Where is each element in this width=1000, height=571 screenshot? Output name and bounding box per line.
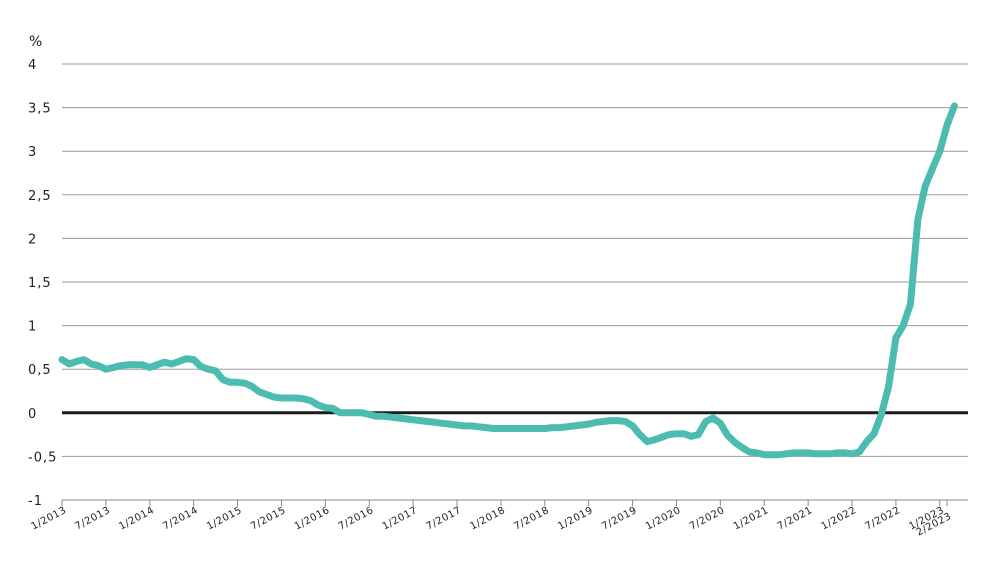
x-tick-label: 7/2021 bbox=[776, 505, 815, 533]
x-tick-label: 7/2015 bbox=[249, 505, 288, 533]
x-tick-label: 1/2016 bbox=[293, 505, 332, 533]
y-tick-label: 0,5 bbox=[28, 363, 52, 378]
x-tick-label: 1/2018 bbox=[468, 505, 507, 533]
x-tick-label: 1/2017 bbox=[381, 505, 420, 533]
y-tick-label: 2,5 bbox=[28, 189, 52, 204]
x-tick-label: 1/2022 bbox=[820, 505, 859, 533]
x-tick-label: 1/2019 bbox=[556, 505, 595, 533]
series-line bbox=[58, 102, 958, 459]
y-axis-unit-label: % bbox=[29, 34, 42, 50]
x-axis: 1/2013 7/2013 1/2014 7/2014 1/2015 7/2015 1/20… bbox=[30, 499, 968, 539]
y-tick-label: 1 bbox=[28, 320, 37, 335]
y-axis-tick-labels: -1 -0,5 0 0,5 1 1,5 2 2,5 3 3,5 4 bbox=[28, 58, 57, 509]
x-tick-label: 1/2021 bbox=[732, 505, 771, 533]
x-tick-label: 7/2022 bbox=[863, 505, 902, 533]
x-tick-label: 1/2014 bbox=[117, 505, 156, 533]
gridlines bbox=[62, 63, 968, 457]
y-tick-label: 0 bbox=[28, 407, 37, 422]
y-tick-label: 3,5 bbox=[28, 102, 52, 117]
x-tick-label: 1/2020 bbox=[644, 505, 683, 533]
y-tick-label: -1 bbox=[28, 494, 43, 509]
y-tick-label: 1,5 bbox=[28, 276, 52, 291]
x-tick-label: 7/2016 bbox=[337, 505, 376, 533]
x-tick-label: 7/2019 bbox=[600, 505, 639, 533]
y-tick-label: 3 bbox=[28, 145, 37, 160]
series-layer bbox=[58, 102, 958, 459]
x-tick-label: 7/2020 bbox=[688, 505, 727, 533]
y-tick-label: 2 bbox=[28, 232, 37, 247]
x-tick-label: 1/2015 bbox=[205, 505, 244, 533]
x-tick-label: 7/2014 bbox=[161, 505, 200, 533]
x-tick-label: 1/2013 bbox=[30, 505, 69, 533]
x-tick-label: 7/2017 bbox=[425, 505, 464, 533]
x-tick-label: 7/2018 bbox=[512, 505, 551, 533]
x-tick-label: 7/2013 bbox=[73, 505, 112, 533]
y-tick-label: -0,5 bbox=[28, 450, 57, 465]
y-tick-label: 4 bbox=[28, 58, 37, 73]
